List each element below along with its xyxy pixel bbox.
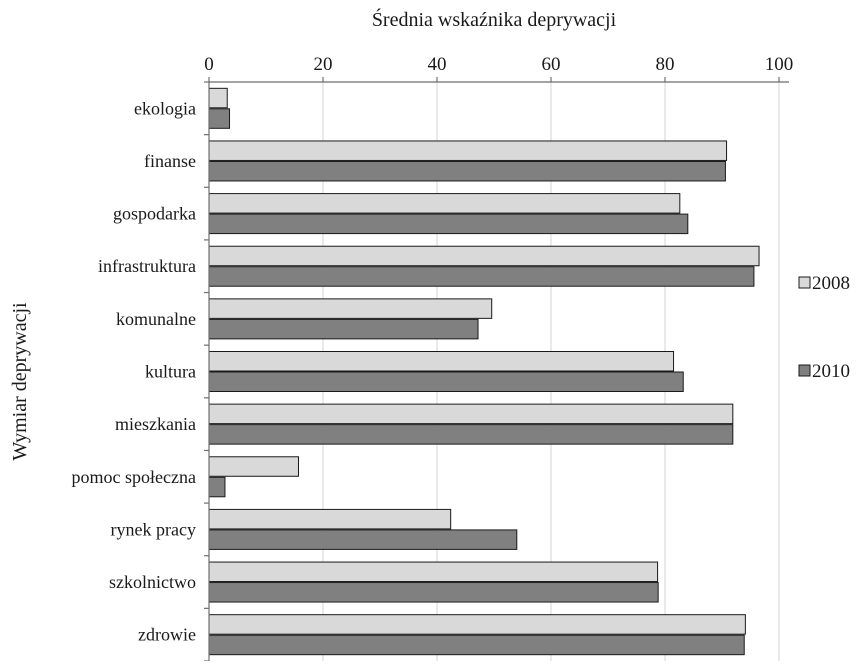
category-label: finanse: [144, 151, 196, 171]
category-label: szkolnictwo: [109, 572, 196, 592]
category-label: infrastruktura: [98, 256, 196, 276]
x-tick-label: 20: [314, 54, 333, 75]
category-label: komunalne: [116, 309, 196, 329]
x-tick-label: 0: [204, 54, 214, 75]
category-label: ekologia: [134, 98, 196, 118]
x-tick-label: 40: [428, 54, 447, 75]
bar-2010-0: [208, 108, 231, 129]
bar-2008-7: [208, 456, 299, 477]
bars: [208, 87, 760, 656]
y-axis-title: Wymiar deprywacji: [9, 302, 31, 461]
x-tick-label: 60: [542, 54, 561, 75]
bar-2008-9: [208, 561, 659, 583]
bar-2008-1: [208, 140, 728, 161]
bar-2010-5: [208, 371, 684, 392]
axes: [204, 77, 789, 662]
bar-2008-5: [208, 351, 675, 372]
x-tick-label: 80: [656, 54, 675, 75]
bar-2008-6: [208, 403, 734, 425]
category-labels: ekologia finanse gospodarka infrastruktura k…: [72, 98, 196, 644]
bar-2008-3: [208, 245, 760, 267]
bar-2008-4: [208, 298, 493, 319]
category-label: gospodarka: [113, 204, 196, 224]
category-label: kultura: [145, 362, 196, 382]
legend-label-2008: 2008: [812, 273, 850, 294]
bar-2010-10: [208, 634, 745, 656]
bar-2008-8: [208, 508, 452, 530]
category-label: rynek pracy: [111, 519, 196, 539]
bar-2010-6: [208, 424, 734, 445]
bar-2010-8: [208, 529, 518, 550]
legend-label-2010: 2010: [812, 361, 850, 382]
legend-swatch-2008: [798, 276, 811, 289]
bar-2010-1: [208, 160, 726, 182]
bar-2010-9: [208, 582, 659, 603]
bar-2008-2: [208, 193, 681, 214]
bar-2010-7: [208, 476, 226, 498]
category-label: zdrowie: [138, 625, 196, 645]
category-label: pomoc społeczna: [72, 467, 196, 487]
category-label: mieszkania: [115, 414, 196, 434]
x-axis-title: Średnia wskaźnika deprywacji: [372, 7, 617, 31]
bar-2008-10: [208, 614, 746, 635]
bar-2010-2: [208, 213, 689, 235]
legend: 2008 2010: [798, 273, 850, 382]
x-ticks: 0 20 40 60 80 100: [204, 54, 793, 75]
bar-2008-0: [208, 87, 228, 109]
legend-swatch-2010: [798, 364, 811, 377]
bar-2010-4: [208, 318, 479, 340]
bar-2010-3: [208, 266, 755, 287]
x-tick-label: 100: [765, 54, 794, 75]
